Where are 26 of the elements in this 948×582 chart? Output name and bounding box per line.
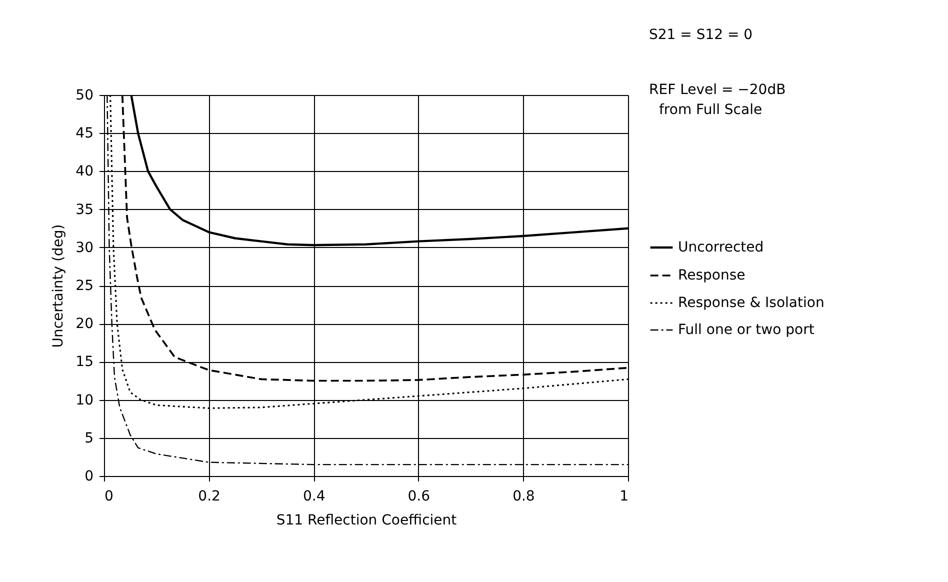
legend-label: Full one or two port [678,322,815,338]
y-tick-label: 40 [76,164,94,180]
y-tick-label: 0 [84,468,94,484]
legend-label: Response & Isolation [678,295,824,311]
y-tick-label: 15 [76,354,94,370]
y-tick-label: 35 [76,202,94,218]
y-tick-label: 10 [76,392,94,408]
x-tick-label: 0.8 [512,488,535,504]
x-tick-label: 0.2 [198,488,220,504]
y-tick-label: 5 [84,430,94,446]
legend-label: Response [678,268,746,284]
text: from Full Scale [659,102,762,118]
x-tick-label: 0 [104,488,114,504]
y-axis-title: Uncertainty (deg) [50,224,67,348]
x-tick-label: 1 [620,488,628,504]
y-tick-label: 50 [76,88,94,104]
x-axis-title: S11 Reflection Coefficient [276,512,458,528]
text: REF Level = −20dB [649,82,786,98]
legend-label: Uncorrected [678,240,764,256]
y-tick-label: 20 [76,316,94,332]
x-tick-label: 0.4 [302,488,326,504]
y-tick-label: 45 [76,126,94,142]
text: S21 = S12 = 0 [649,27,753,43]
y-tick-label: 30 [76,240,94,256]
y-tick-label: 25 [76,278,94,294]
x-tick-label: 0.6 [408,488,430,504]
